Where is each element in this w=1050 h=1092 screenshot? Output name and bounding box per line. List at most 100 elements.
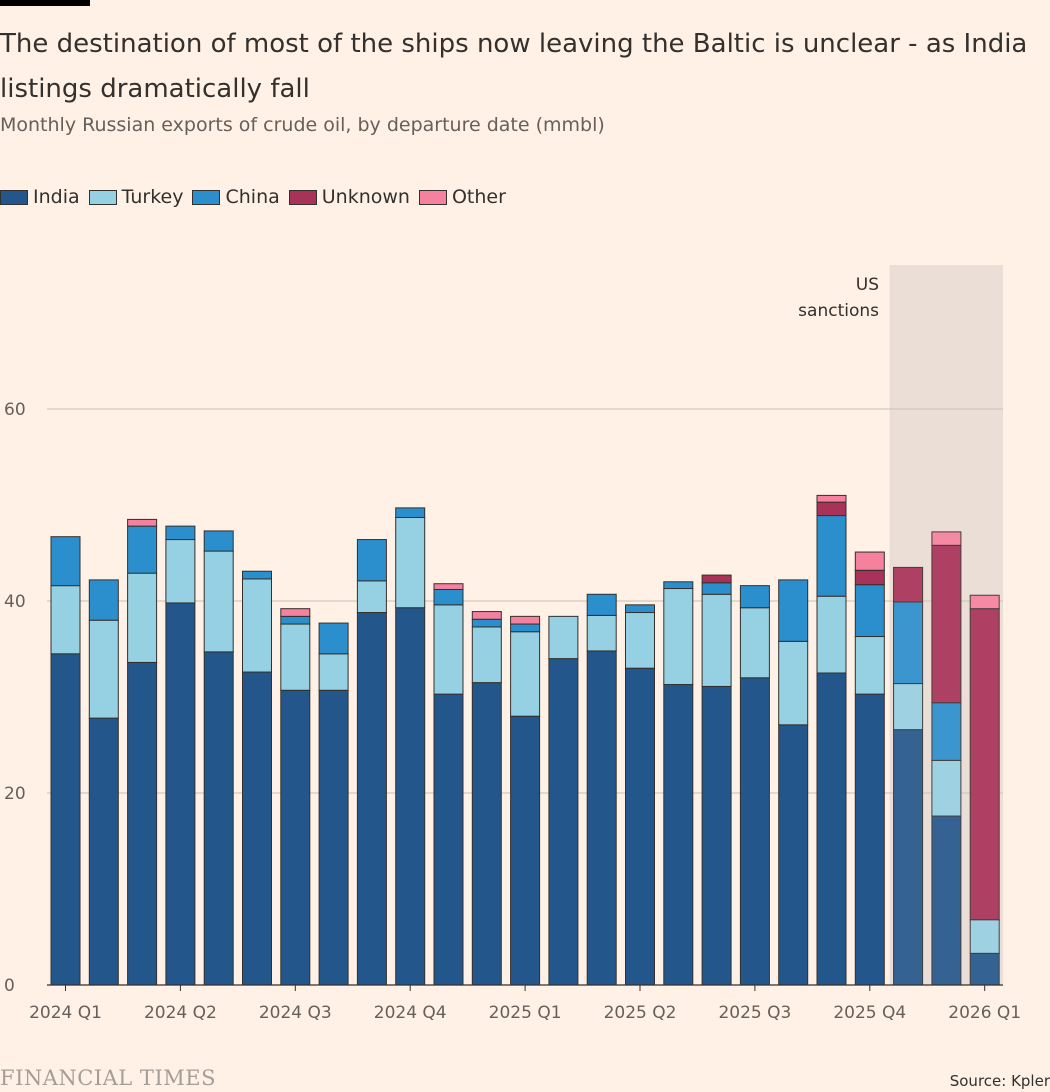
bar-segment-turkey-2025-07 [739,607,770,679]
bar-segment-turkey-2025-01 [510,631,541,717]
bar-stack-2024-07 [280,608,311,986]
x-tick-label-5: 2025 Q2 [604,1003,677,1023]
bar-segment-india-2024-08 [318,689,349,986]
bar-stack-2024-12 [471,611,502,986]
bar-segment-other-2025-01 [510,615,541,625]
bar-stack-2024-10 [395,507,426,986]
bar-segment-india-2025-06 [701,685,732,986]
bar-segment-india-2024-07 [280,689,311,986]
bar-stack-2024-11 [433,583,464,986]
legend-label-china: China [225,186,280,208]
bar-segment-unknown-2026-01 [969,608,1000,921]
bar-segment-other-2024-07 [280,608,311,617]
bar-segment-china-2024-07 [280,615,311,625]
shaded-region-overlay [893,265,1003,985]
bar-stack-2024-08 [318,622,349,986]
bar-segment-turkey-2024-11 [433,604,464,695]
legend-item-india: India [0,186,80,208]
y-tick-label-20: 20 [4,784,26,804]
bar-segment-india-2025-03 [586,650,617,986]
y-tick-label-0: 0 [4,976,15,996]
bar-segment-china-2024-04 [165,525,196,541]
bar-segment-china-2025-03 [586,593,617,616]
bar-segment-india-2025-08 [778,724,809,986]
x-tick-label-0: 2024 Q1 [29,1003,102,1023]
bar-segment-china-2024-01 [50,536,81,587]
bar-segment-china-2024-10 [395,507,426,518]
legend-label-india: India [33,186,80,208]
chart-title: The destination of most of the ships now… [0,29,1028,104]
bar-segment-turkey-2026-01 [969,919,1000,954]
legend-swatch-india [0,189,28,205]
bar-segment-india-2024-04 [165,602,196,986]
bar-stack-2025-06 [701,574,732,986]
bar-stack-2024-04 [165,525,196,986]
bar-segment-turkey-2025-04 [625,612,655,669]
bar-segment-other-2024-03 [127,518,158,527]
source-note: Source: Kpler [949,1072,1050,1090]
bar-stack-2025-03 [586,593,617,986]
legend-label-unknown: Unknown [321,186,410,208]
legend-item-china: China [192,186,280,208]
bar-segment-china-2024-05 [203,530,234,552]
x-tick-label-3: 2024 Q4 [374,1003,447,1023]
legend-label-other: Other [451,186,506,208]
x-tick-label-8: 2026 Q1 [948,1003,1021,1023]
legend: India Turkey China Unknown Other [0,186,515,208]
bar-segment-other-2026-01 [969,594,1000,610]
bar-segment-other-2025-09 [816,494,847,503]
bar-segment-india-2024-12 [471,682,502,986]
bar-segment-china-2025-06 [701,582,732,595]
bar-stack-2025-04 [625,604,655,986]
bar-stack-2025-02 [548,615,579,986]
bar-segment-china-2024-11 [433,588,464,606]
bar-segment-china-2024-08 [318,622,349,655]
bar-segment-china-2024-12 [471,618,502,628]
bar-stack-2024-05 [203,530,234,986]
bar-stack-2025-08 [778,579,809,986]
bar-stack-2025-09 [816,494,847,986]
x-tick-label-1: 2024 Q2 [144,1003,217,1023]
bar-segment-unknown-2025-10 [854,569,885,586]
bar-segment-china-2025-04 [625,604,655,614]
bar-layer [50,265,1003,986]
bar-segment-turkey-2024-01 [50,585,81,655]
bar-stack-2024-02 [88,579,119,986]
bar-segment-turkey-2025-02 [548,615,579,660]
bar-stack-2024-01 [50,536,81,986]
legend-item-unknown: Unknown [288,186,410,208]
bar-segment-india-2025-10 [854,693,885,986]
bar-segment-turkey-2025-11 [893,683,924,731]
bar-stack-2025-10 [854,551,885,986]
bar-segment-india-2024-06 [242,671,272,986]
x-tick-label-2: 2024 Q3 [259,1003,332,1023]
x-tick-label-7: 2025 Q4 [833,1003,906,1023]
bar-segment-india-2024-11 [433,693,464,986]
bar-segment-india-2025-05 [663,684,694,986]
bar-segment-india-2024-05 [203,651,234,986]
bar-segment-india-2025-01 [510,715,541,986]
chart-subtitle: Monthly Russian exports of crude oil, by… [0,114,605,136]
legend-item-turkey: Turkey [88,186,184,208]
bar-segment-china-2024-02 [88,579,119,621]
bar-segment-india-2024-01 [50,653,81,986]
stacked-bar-chart: 0 20 40 60 2024 Q1 2024 Q2 2024 Q3 2024 Q4 2025… [4,265,1021,1023]
bar-segment-india-2025-04 [625,667,655,986]
bar-segment-unknown-2025-06 [701,574,732,584]
bar-segment-other-2025-12 [931,531,962,546]
bar-segment-turkey-2024-07 [280,623,311,691]
bar-segment-other-2024-12 [471,611,502,620]
bar-segment-turkey-2025-03 [586,614,617,652]
legend-swatch-other [418,189,447,205]
bar-segment-turkey-2024-12 [471,626,502,684]
bar-stack-2025-05 [663,581,694,986]
bar-stack-2025-01 [510,615,541,986]
bar-stack-2026-01 [969,594,1000,986]
bar-segment-turkey-2024-10 [395,516,426,609]
legend-label-turkey: Turkey [121,186,184,208]
legend-swatch-china [192,189,221,205]
ft-top-bar [0,0,90,6]
bar-segment-india-2025-07 [739,677,770,986]
x-tick-label-4: 2025 Q1 [489,1003,562,1023]
bar-segment-turkey-2025-08 [778,640,809,726]
